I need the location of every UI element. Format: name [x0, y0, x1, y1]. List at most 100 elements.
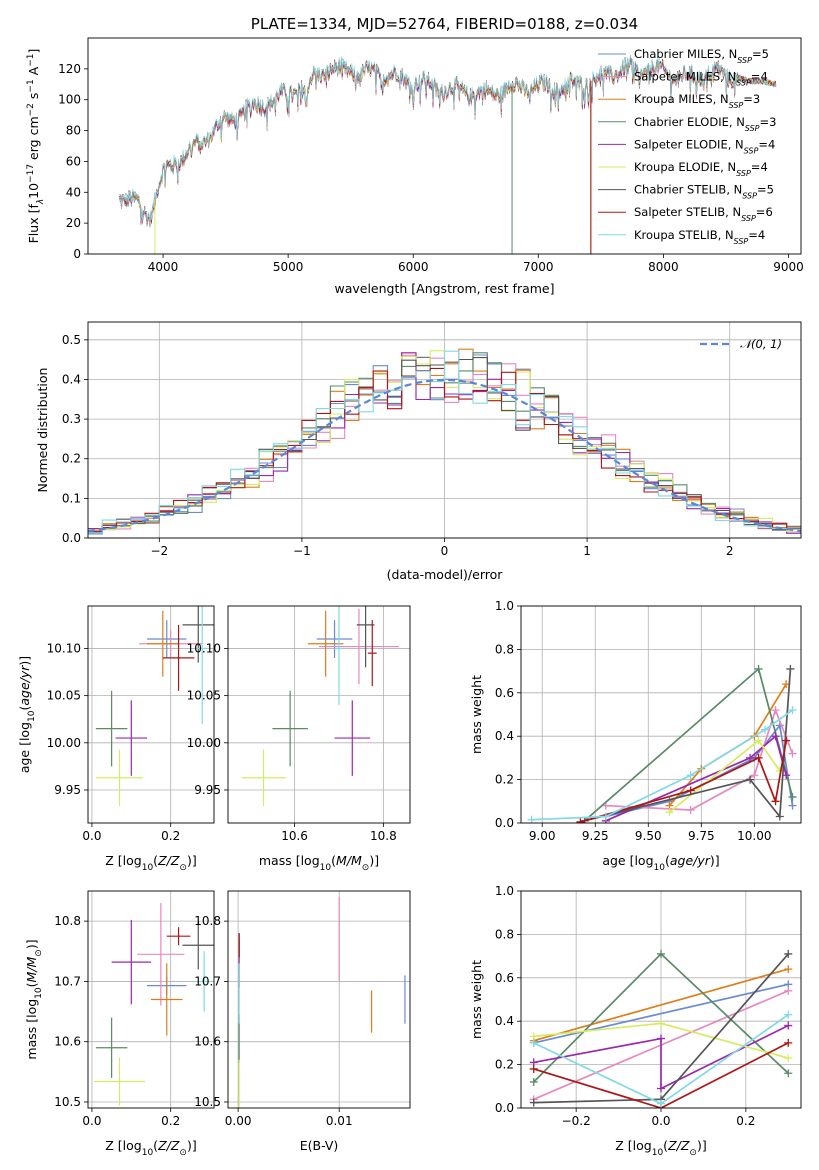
x-tick-label: 4000: [148, 260, 179, 274]
x-tick-label: −1: [293, 544, 311, 558]
weight-series-7: [576, 736, 791, 823]
weight-marker: [754, 753, 763, 762]
errorbar-point-3: [95, 690, 128, 767]
panel-weight-vs-z: −0.2 0.0 0.2 0.0 0.2 0.4 0.6 0.8 1.0: [495, 884, 802, 1128]
weight-series-5: [665, 736, 784, 817]
weight-series-1: [601, 706, 797, 814]
y-tick-label: 10.00: [47, 736, 81, 750]
errorbar-point-2: [151, 963, 183, 1036]
weight-marker: [529, 1038, 538, 1047]
weight-marker: [784, 1038, 793, 1047]
weight-line: [668, 683, 787, 807]
panel-mass-vs-z: 0.0 0.2 10.5 10.6 10.7 10.8: [54, 890, 215, 1128]
x-tick-label: 0.0: [82, 1114, 101, 1128]
weight-line: [605, 707, 794, 811]
legend-entry: Kroupa MILES, NSSP=3: [634, 92, 760, 110]
panel-weight-vs-age: 9.00 9.25 9.50 9.75 10.00 0.0 0.2 0.4 0.6 0.8 1.0: [495, 599, 802, 843]
y-axis-label: mass [log10(M/M⊙)]: [24, 939, 44, 1059]
y-tick-label: 0.4: [495, 729, 514, 743]
legend-entry: Chabrier ELODIE, NSSP=3: [634, 115, 776, 133]
weight-marker: [746, 775, 755, 784]
x-tick-label: 9.00: [529, 829, 556, 843]
x-axis-label: Z [log10(Z/Z⊙)]: [105, 1138, 196, 1158]
weight-series-6: [529, 949, 793, 1107]
errorbar-point-2: [147, 610, 179, 677]
weight-marker: [527, 815, 536, 823]
weight-line: [533, 1042, 789, 1108]
weight-marker: [784, 986, 793, 995]
axes-frame: [520, 890, 802, 1109]
panel-mass-vs-ebv: 0.00 0.01 10.5 10.6 10.7 10.8: [194, 890, 411, 1128]
weight-series-4: [529, 1021, 793, 1093]
weight-marker: [754, 664, 763, 673]
axes-frame: [87, 605, 215, 824]
x-axis-label: wavelength [Angstrom, rest frame]: [334, 281, 554, 296]
errorbar-point-8: [334, 606, 344, 706]
x-tick-label: 0.00: [225, 1114, 252, 1128]
x-axis-label: Z [log10(Z/Z⊙)]: [615, 1138, 706, 1158]
x-tick-label: 2: [726, 544, 734, 558]
weight-marker: [601, 812, 610, 821]
y-tick-label: 0: [73, 247, 81, 261]
weight-marker: [657, 1019, 665, 1028]
weight-marker: [686, 805, 695, 814]
y-tick-label: 0.2: [495, 1058, 514, 1072]
panel-age-vs-z: 0.0 0.2 9.95 10.00 10.05 10.10: [47, 605, 215, 843]
x-tick-label: 0.2: [161, 1114, 180, 1128]
errorbar-point-7: [367, 620, 377, 687]
y-tick-label: 0.4: [62, 372, 81, 386]
axes-frame: [227, 890, 411, 1109]
axes-frame: [520, 605, 802, 824]
x-tick-label: 1: [583, 544, 591, 558]
x-tick-label: 9.50: [635, 829, 662, 843]
y-tick-label: 0.6: [495, 971, 514, 985]
x-tick-label: −2: [150, 544, 168, 558]
weight-marker: [788, 706, 797, 715]
y-tick-label: 0.1: [62, 491, 81, 505]
y-axis-label: Flux [fλ10−17 erg cm−2 s−1 A−1]: [26, 49, 46, 244]
weight-marker: [754, 736, 763, 745]
axes-frame: [87, 890, 215, 1109]
y-tick-label: 100: [58, 93, 81, 107]
weight-marker: [784, 965, 793, 974]
weight-marker: [657, 1099, 665, 1108]
y-tick-label: 0.5: [62, 333, 81, 347]
errorbar-point-3: [95, 1017, 128, 1078]
y-tick-label: 0.6: [495, 686, 514, 700]
x-tick-label: 7000: [523, 260, 554, 274]
y-tick-label: 0.2: [495, 773, 514, 787]
panel-spectrum: 4000 5000 6000 7000 8000 9000 0 20 40 60 80 100 120: [58, 37, 804, 274]
x-tick-label: 10.6: [281, 829, 308, 843]
y-tick-label: 10.05: [187, 689, 221, 703]
errorbar-point-1: [137, 903, 185, 1006]
legend-entry: 𝒩(0, 1): [740, 337, 782, 351]
y-tick-label: 10.7: [194, 974, 221, 988]
y-tick-label: 0.0: [495, 1101, 514, 1115]
legend-entry: Salpeter MILES, NSSP=4: [634, 70, 768, 88]
errorbar-point-2: [307, 610, 344, 677]
weight-marker: [686, 786, 695, 795]
weight-marker: [750, 771, 759, 780]
legend-entry: Salpeter STELIB, NSSP=6: [634, 205, 773, 223]
weight-marker: [771, 797, 780, 806]
x-axis-label: (data-model)/error: [387, 567, 504, 582]
x-axis-label: E(B-V): [300, 1138, 339, 1153]
y-tick-label: 9.95: [54, 783, 81, 797]
legend-entry: Kroupa ELODIE, NSSP=4: [634, 160, 768, 178]
y-tick-label: 10.10: [47, 641, 81, 655]
errorbar-point-1: [319, 608, 399, 685]
errorbar-point-8: [196, 951, 213, 1012]
legend-entry: Salpeter ELODIE, NSSP=4: [634, 137, 775, 155]
x-tick-label: 9.75: [688, 829, 715, 843]
axes-frame: [87, 37, 802, 255]
y-tick-label: 0.3: [62, 412, 81, 426]
errorbar-point-5: [93, 1057, 146, 1106]
y-tick-label: 10.5: [194, 1095, 221, 1109]
weight-series-8: [529, 1010, 793, 1108]
errorbar-point-4: [111, 919, 151, 1005]
weight-marker: [788, 792, 797, 801]
x-tick-label: −0.2: [562, 1114, 591, 1128]
axes-frame: [227, 605, 411, 824]
weight-marker: [771, 732, 780, 741]
